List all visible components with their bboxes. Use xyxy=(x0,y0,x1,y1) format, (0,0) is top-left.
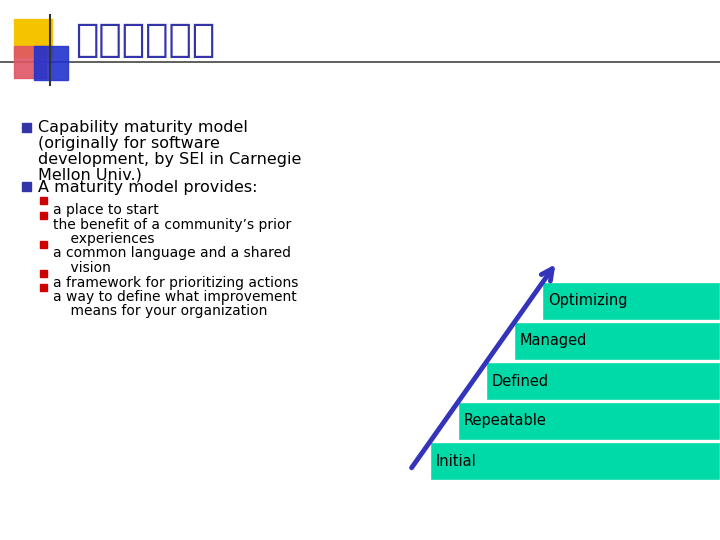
Text: experiences: experiences xyxy=(53,232,155,246)
Bar xyxy=(14,19,52,57)
Text: Repeatable: Repeatable xyxy=(464,414,547,429)
Bar xyxy=(458,402,720,440)
Bar xyxy=(542,282,720,320)
Bar xyxy=(22,182,31,191)
Text: a framework for prioritizing actions: a framework for prioritizing actions xyxy=(53,275,298,289)
Bar xyxy=(486,362,720,400)
Text: Managed: Managed xyxy=(520,334,588,348)
Text: A maturity model provides:: A maturity model provides: xyxy=(38,180,258,195)
Text: Capability maturity model: Capability maturity model xyxy=(38,120,248,135)
Bar xyxy=(40,269,47,276)
Text: a common language and a shared: a common language and a shared xyxy=(53,246,291,260)
Bar xyxy=(430,442,720,480)
Text: development, by SEI in Carnegie: development, by SEI in Carnegie xyxy=(38,152,302,167)
Text: Initial: Initial xyxy=(436,454,477,469)
Bar xyxy=(34,46,68,80)
Text: Optimizing: Optimizing xyxy=(548,294,628,308)
Text: (originally for software: (originally for software xyxy=(38,136,220,151)
Text: Mellon Univ.): Mellon Univ.) xyxy=(38,168,142,183)
Text: Defined: Defined xyxy=(492,374,549,388)
Text: the benefit of a community’s prior: the benefit of a community’s prior xyxy=(53,218,292,232)
Bar xyxy=(40,197,47,204)
Bar xyxy=(22,123,31,132)
Bar xyxy=(14,46,46,78)
Text: a place to start: a place to start xyxy=(53,203,158,217)
Bar xyxy=(40,212,47,219)
Text: means for your organization: means for your organization xyxy=(53,305,267,319)
Bar xyxy=(40,284,47,291)
Text: a way to define what improvement: a way to define what improvement xyxy=(53,290,297,304)
Text: vision: vision xyxy=(53,261,111,275)
FancyArrowPatch shape xyxy=(412,269,552,468)
Bar xyxy=(514,322,720,360)
Bar xyxy=(40,240,47,247)
Text: 組織之成熟度: 組織之成熟度 xyxy=(75,21,215,59)
